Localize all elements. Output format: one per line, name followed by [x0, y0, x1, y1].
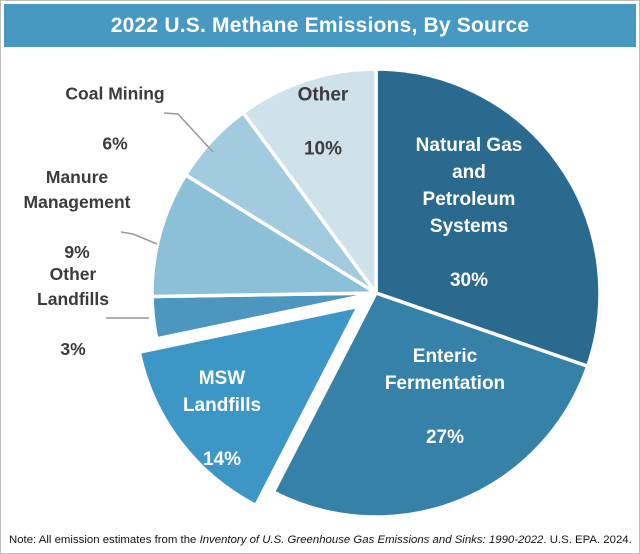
source-note: Note: All emission estimates from the In… [9, 534, 637, 546]
pie-slice-msw-landfills [137, 304, 361, 508]
source-note-citation: Inventory of U.S. Greenhouse Gas Emissio… [199, 534, 544, 546]
pie-slices [137, 67, 602, 519]
leader-line-manure-management [120, 231, 158, 245]
pie-slice-other [241, 67, 378, 295]
pie-slice-manure-management [150, 173, 378, 299]
pie-slice-enteric-fermentation [271, 291, 590, 519]
chart-title-band: 2022 U.S. Methane Emissions, By Source [4, 4, 636, 47]
pie-slice-natural-gas-and-petroleum-systems [374, 67, 602, 369]
leader-line-coal-mining [163, 112, 214, 153]
source-note-prefix: Note: All emission estimates from the [9, 534, 200, 546]
chart-title: 2022 U.S. Methane Emissions, By Source [110, 13, 530, 37]
source-note-suffix: . U.S. EPA. 2024. [543, 534, 632, 546]
